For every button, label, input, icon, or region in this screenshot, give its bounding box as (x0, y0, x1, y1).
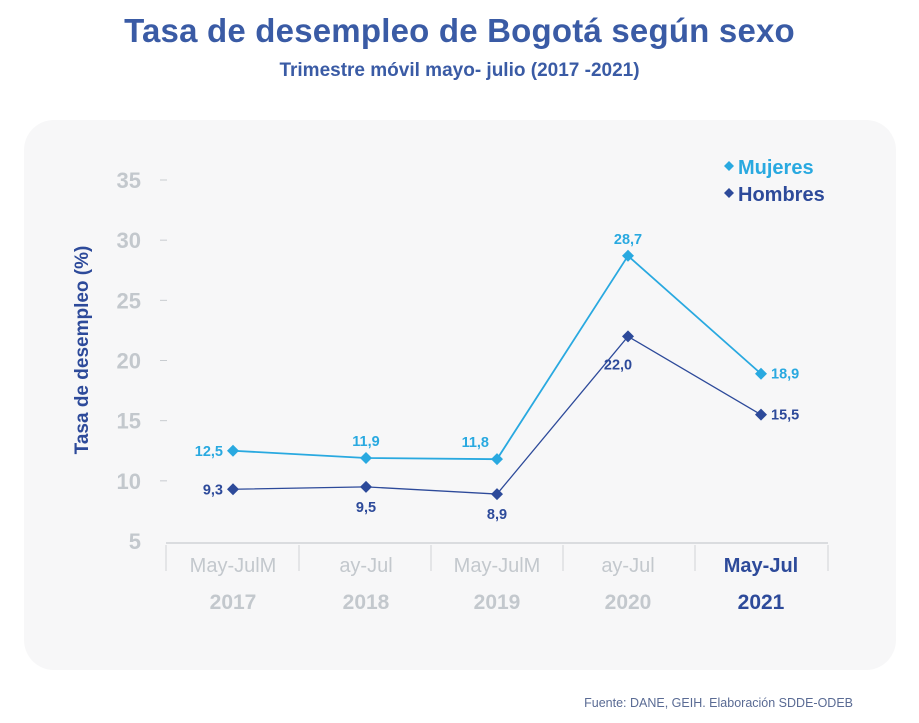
chart-panel (24, 120, 896, 670)
x-tick-label-year: 2019 (474, 591, 521, 614)
y-tick-label: 20 (117, 349, 141, 374)
x-tick-label-period: ay-Jul (339, 555, 392, 577)
data-point-marker (491, 453, 503, 466)
legend: Mujeres Hombres (724, 157, 825, 206)
series-line-mujeres (232, 254, 762, 461)
data-label: 9,5 (356, 500, 376, 516)
x-tick-label-period: ay-Jul (601, 555, 654, 577)
x-tick-label-period: May-Jul (724, 555, 798, 577)
data-label: 18,9 (771, 367, 799, 383)
y-tick-label: 25 (117, 288, 141, 313)
x-tick-label-year: 2018 (343, 591, 390, 614)
data-label: 8,9 (487, 507, 507, 523)
chart-subtitle: Trimestre móvil mayo- julio (2017 -2021) (279, 60, 640, 81)
legend-label-mujeres: Mujeres (738, 157, 814, 179)
data-point-marker (227, 483, 239, 496)
data-point-marker (622, 330, 634, 343)
data-point-marker (622, 249, 634, 262)
data-point-marker (360, 480, 372, 493)
data-label: 12,5 (195, 444, 223, 460)
data-point-marker (360, 451, 372, 464)
y-tick-label: 15 (117, 409, 141, 434)
x-axis: May-JulM 2017 ay-Jul 2018 May-JulM 2019 ay-Jul… (165, 542, 829, 614)
y-tick-label: 30 (117, 228, 141, 253)
source-note: Fuente: DANE, GEIH. Elaboración SDDE-ODE… (584, 696, 853, 710)
legend-marker-hombres (724, 188, 734, 198)
data-label: 28,7 (614, 232, 642, 248)
x-tick-label-year: 2020 (605, 591, 652, 614)
series-line-hombres (232, 335, 762, 495)
y-tick-label: 35 (117, 168, 141, 193)
x-tick-label-period: May-JulM (454, 555, 541, 577)
x-tick-label-year: 2021 (738, 591, 785, 614)
chart-title: Tasa de desempleo de Bogotá según sexo (124, 12, 795, 49)
data-point-marker (491, 488, 503, 501)
y-tick-label: 5 (129, 529, 141, 554)
y-axis-label: Tasa de desempleo (%) (72, 246, 93, 455)
data-label: 9,3 (203, 482, 223, 498)
data-label: 11,9 (352, 434, 379, 450)
data-label: 11,8 (462, 435, 489, 451)
series-layer: 12,5 11,9 11,8 28,7 18,9 9,3 9,5 8,9 22,0 15,5 (195, 232, 799, 523)
data-point-marker (755, 408, 767, 421)
data-point-marker (755, 367, 767, 380)
data-point-marker (227, 444, 239, 457)
legend-label-hombres: Hombres (738, 184, 825, 206)
data-label: 15,5 (771, 408, 799, 424)
y-axis: 5 10 15 20 25 30 35 (117, 168, 167, 554)
series-mujeres: 12,5 11,9 11,8 28,7 18,9 (195, 232, 799, 466)
x-tick-label-period: May-JulM (190, 555, 277, 577)
y-tick-label: 10 (117, 469, 141, 494)
x-tick-label-year: 2017 (210, 591, 257, 614)
data-label: 22,0 (604, 357, 632, 373)
legend-marker-mujeres (724, 161, 734, 171)
series-hombres: 9,3 9,5 8,9 22,0 15,5 (203, 330, 799, 523)
